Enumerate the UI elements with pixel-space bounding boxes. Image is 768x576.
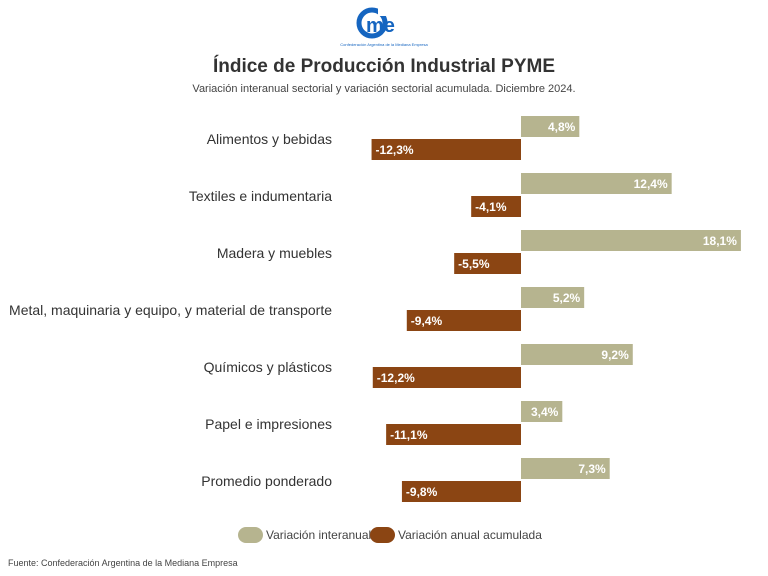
data-label: 12,4% [634,177,668,191]
bar-interanual [521,116,580,137]
bar-interanual [521,401,563,422]
data-label: -9,8% [406,485,438,499]
category-label: Papel e impresiones [205,416,332,432]
bar-interanual [521,230,741,251]
bar-acumulada [406,310,521,331]
bar-interanual [521,287,585,308]
data-label: 7,3% [578,462,606,476]
source-note: Fuente: Confederación Argentina de la Me… [8,558,238,568]
bar-interanual [521,458,610,479]
legend-swatch-acumulada [370,527,395,543]
category-label: Alimentos y bebidas [207,131,332,147]
data-label: -12,2% [377,371,415,385]
category-label: Promedio ponderado [201,473,332,489]
chart-title: Índice de Producción Industrial PYME [213,55,555,77]
category-label: Metal, maquinaria y equipo, y material d… [9,302,332,318]
bar-acumulada [454,253,521,274]
legend-label-interanual: Variación interanual [266,528,371,542]
chart-subtitle: Variación interanual sectorial y variaci… [192,83,575,95]
data-label: -4,1% [475,200,507,214]
logo-tagline: Confederación Argentina de la Mediana Em… [340,42,428,47]
category-label: Textiles e indumentaria [189,188,332,204]
bar-interanual [521,173,672,194]
svg-text:me: me [366,15,395,37]
bar-acumulada [471,196,521,217]
bar-interanual [521,344,633,365]
legend-label-acumulada: Variación anual acumulada [398,528,542,542]
bar-acumulada [371,139,521,160]
category-label: Químicos y plásticos [204,359,332,375]
data-label: 5,2% [553,291,581,305]
bar-acumulada [386,424,521,445]
legend: Variación interanual Variación anual acu… [238,527,542,543]
data-label: -9,4% [411,314,443,328]
data-label: 4,8% [548,120,576,134]
legend-swatch-interanual [238,527,263,543]
data-label: 18,1% [703,234,737,248]
data-label: -5,5% [458,257,490,271]
bar-acumulada [372,367,521,388]
data-label: 3,4% [531,405,559,419]
came-logo: me Confederación Argentina de la Mediana… [340,7,428,47]
category-label: Madera y muebles [217,245,332,261]
data-label: -12,3% [376,143,414,157]
data-label: -11,1% [390,428,428,442]
bar-acumulada [401,481,521,502]
data-label: 9,2% [601,348,629,362]
